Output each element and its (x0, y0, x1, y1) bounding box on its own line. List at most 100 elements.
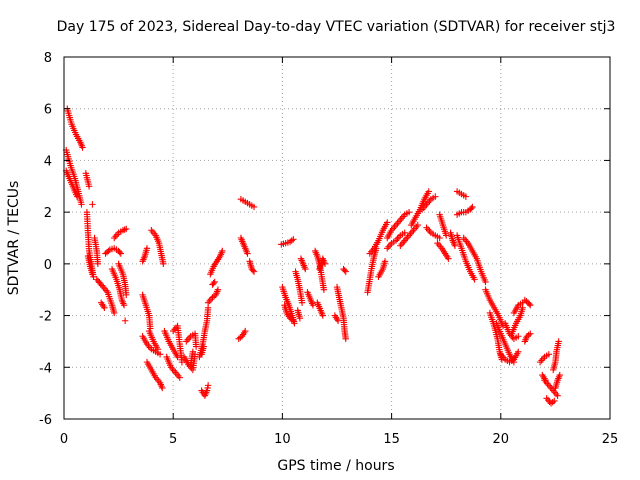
x-axis-title: GPS time / hours (277, 458, 394, 474)
x-tick-label: 0 (60, 432, 68, 447)
data-point (73, 193, 81, 200)
data-point (219, 247, 226, 255)
data-point (94, 260, 102, 268)
data-point (515, 333, 522, 340)
data-point (214, 286, 222, 293)
data-point (156, 351, 164, 358)
data-point (554, 392, 561, 399)
data-point (250, 203, 258, 211)
data-point (89, 201, 96, 208)
data-point (204, 382, 212, 389)
data-point (342, 335, 349, 343)
data-point (98, 282, 106, 289)
data-point (154, 345, 162, 353)
data-point (200, 343, 207, 350)
data-point (445, 255, 452, 262)
y-tick-label: 8 (44, 51, 52, 66)
x-tick-label: 10 (274, 432, 291, 447)
y-tick-label: 6 (44, 103, 52, 118)
data-point (527, 302, 534, 309)
x-tick-labels: 0 5 10 15 20 25 (60, 432, 618, 447)
y-tick-label: -6 (39, 413, 52, 428)
data-point (143, 245, 151, 252)
data-point (302, 265, 309, 273)
data-point (78, 201, 85, 208)
data-point (469, 203, 476, 211)
data-point (210, 280, 217, 287)
data-point (296, 314, 304, 322)
data-point (320, 286, 328, 293)
axis-ticks (63, 56, 611, 420)
data-point (160, 260, 167, 268)
data-point (468, 205, 475, 212)
data-point (551, 397, 558, 405)
data-point (192, 343, 200, 350)
data-point (123, 225, 130, 233)
data-point (249, 267, 257, 274)
data-point (290, 236, 297, 243)
data-point (425, 188, 432, 195)
y-tick-labels: -6 -4 -2 0 2 4 6 8 (39, 51, 52, 428)
data-point (381, 258, 389, 265)
data-point (116, 249, 123, 256)
data-point (242, 327, 249, 335)
chart-title: Day 175 of 2023, Sidereal Day-to-day VTE… (57, 19, 616, 35)
data-point (123, 291, 130, 299)
data-point (79, 144, 86, 151)
data-point (121, 317, 129, 324)
data-point (542, 377, 549, 384)
data-point (105, 247, 112, 255)
data-point (250, 268, 258, 275)
data-point (111, 309, 118, 317)
data-point (405, 208, 413, 216)
y-tick-label: 4 (44, 154, 52, 169)
data-point (443, 232, 450, 239)
data-point (321, 260, 329, 268)
data-point (290, 317, 297, 324)
data-point (176, 374, 183, 381)
data-point (471, 276, 478, 283)
data-point (211, 278, 218, 286)
data-point (341, 267, 348, 274)
data-point (462, 193, 470, 200)
data-point (298, 299, 306, 306)
data-point (178, 358, 186, 366)
data-point (525, 300, 533, 308)
data-point (101, 304, 108, 312)
data-point (319, 312, 327, 319)
data-point (556, 371, 563, 379)
data-point (384, 219, 391, 226)
data-point (244, 250, 251, 257)
data-point (334, 317, 342, 324)
data-point (432, 193, 439, 200)
data-point (174, 353, 181, 361)
x-tick-label: 20 (493, 432, 510, 447)
data-point (120, 302, 128, 309)
x-tick-label: 25 (602, 432, 619, 447)
data-point (159, 384, 166, 392)
data-point (309, 302, 317, 309)
data-point (189, 348, 197, 355)
data-point (117, 250, 124, 257)
y-tick-label: -2 (39, 310, 52, 325)
data-point (401, 229, 408, 237)
data-point (515, 348, 522, 355)
data-point (85, 183, 93, 190)
data-point (555, 338, 562, 345)
plot-frame (63, 56, 611, 420)
data-points (62, 105, 563, 407)
y-tick-label: 0 (44, 258, 52, 273)
y-tick-label: -4 (39, 361, 52, 376)
y-axis-title: SDTVAR / TECUs (6, 181, 22, 296)
data-point (89, 271, 96, 278)
data-point (527, 330, 534, 337)
x-tick-label: 15 (383, 432, 400, 447)
data-point (342, 268, 349, 275)
data-point (451, 242, 459, 249)
data-point (414, 221, 422, 229)
data-point (545, 351, 553, 358)
data-point (436, 234, 443, 242)
data-point (482, 278, 489, 286)
